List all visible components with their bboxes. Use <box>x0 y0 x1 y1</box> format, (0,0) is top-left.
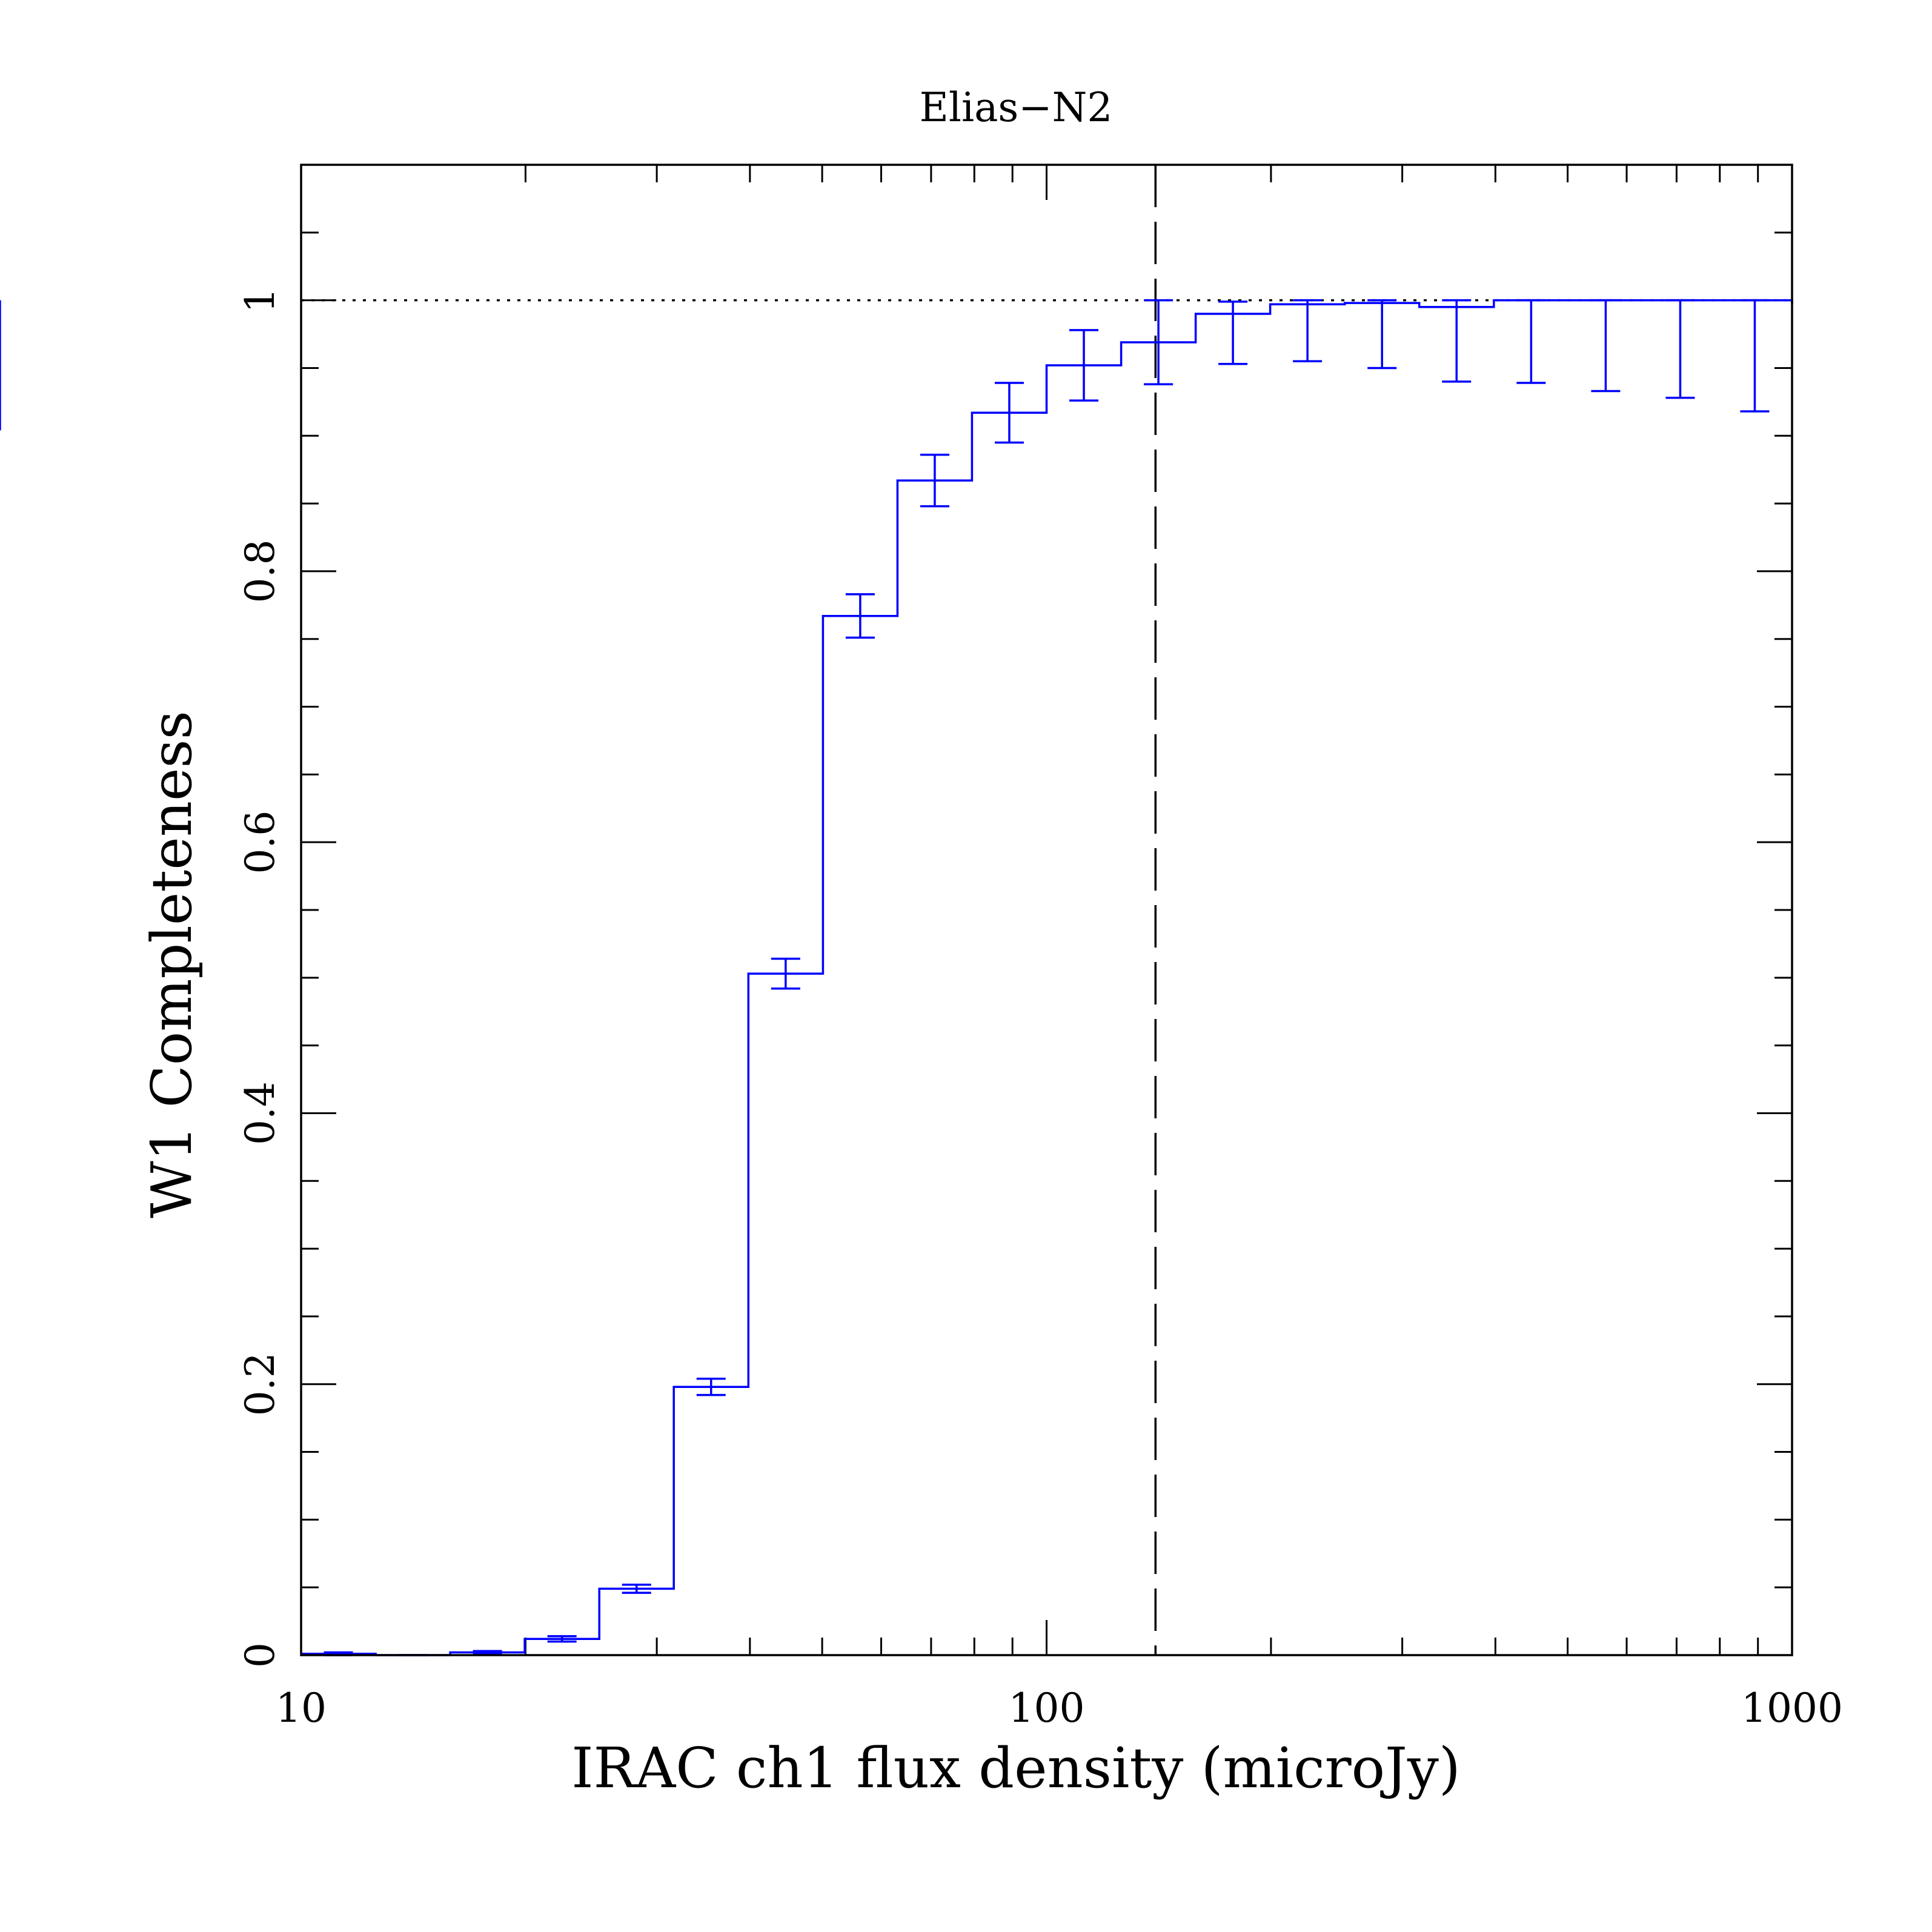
y-tick-label: 0.6 <box>237 811 284 874</box>
x-tick-label: 100 <box>1009 1685 1085 1731</box>
x-axis-label: IRAC ch1 flux density (microJy) <box>571 1736 1461 1801</box>
error-bars <box>0 299 1770 1656</box>
chart-title: Elias−N2 <box>920 84 1113 131</box>
y-tick-label: 1 <box>237 288 284 313</box>
x-tick-labels: 10 100 1000 <box>276 1685 1843 1731</box>
x-tick-label: 10 <box>276 1685 327 1731</box>
y-tick-label: 0 <box>237 1642 284 1668</box>
minor-ticks <box>301 164 1792 1655</box>
y-axis-label: W1 Completeness <box>139 711 204 1218</box>
y-tick-label: 0.8 <box>237 539 284 603</box>
y-tick-labels: 0 0.2 0.4 0.6 0.8 1 <box>237 288 284 1668</box>
y-tick-label: 0.4 <box>237 1081 284 1145</box>
x-tick-label: 1000 <box>1741 1685 1843 1731</box>
plot-frame <box>300 164 1793 1656</box>
reference-lines <box>301 165 1792 1655</box>
y-tick-label: 0.2 <box>237 1352 284 1416</box>
